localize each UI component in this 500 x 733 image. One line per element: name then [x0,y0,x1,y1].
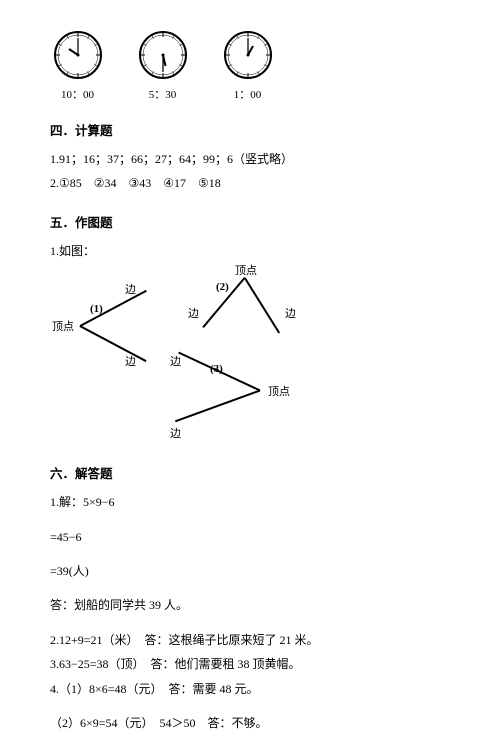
section4-line1: 1.91；16；37；66；27；64；99；6（竖式略） [50,149,450,169]
s6-l7: 4.（1）8×6=48（元） 答：需要 48 元。 [50,679,450,699]
clock-1: 10：00 [50,30,105,102]
clock-3: 1：00 [220,30,275,102]
clock-face-1 [53,30,103,80]
section5-line1: 1.如图： [50,241,450,261]
clock-label-2: 5：30 [149,86,177,102]
s6-l2: =45−6 [50,527,450,547]
angle2-vertex-label: 顶点 [235,262,257,278]
s6-l1: 1.解：5×9−6 [50,492,450,512]
angle2-number: (2) [216,281,229,293]
clocks-row: 10：00 5：30 [50,30,450,102]
section6-title: 六．解答题 [50,463,450,482]
angle1-side-b [80,325,147,362]
angle2-side-label-a: 边 [188,305,199,321]
angle1-side-label-b: 边 [125,353,136,369]
clock-2: 5：30 [135,30,190,102]
angle1-number: (1) [90,303,103,315]
clock-face-3 [223,30,273,80]
section4-title: 四．计算题 [50,120,450,139]
angle2-side-label-b: 边 [285,305,296,321]
s6-l5: 2.12+9=21（米） 答：这根绳子比原来短了 21 米。 [50,630,450,650]
angle-diagram: 顶点 边 边 (1) 顶点 边 边 (2) 顶点 边 边 (3) [50,265,370,445]
s6-l6: 3.63−25=38（顶） 答：他们需要租 38 顶黄帽。 [50,654,450,674]
angle3-side-label-a: 边 [170,353,181,369]
angle3-number: (3) [210,363,223,375]
angle3-side-a [175,390,260,422]
s6-l3: =39(人) [50,561,450,581]
section4-line2: 2.①85 ②34 ③43 ④17 ⑤18 [50,173,450,193]
s6-l4: 答：划船的同学共 39 人。 [50,595,450,615]
angle1-side-label-a: 边 [125,281,136,297]
clock-label-3: 1：00 [234,86,262,102]
s6-l8: （2）6×9=54（元） 54＞50 答：不够。 [50,713,450,733]
clock-face-2 [138,30,188,80]
section5-title: 五．作图题 [50,212,450,231]
clock-label-1: 10：00 [61,86,94,102]
angle1-vertex-label: 顶点 [52,318,74,334]
angle3-side-label-b: 边 [170,425,181,441]
angle3-vertex-label: 顶点 [268,383,290,399]
angle2-side-b [244,278,280,334]
